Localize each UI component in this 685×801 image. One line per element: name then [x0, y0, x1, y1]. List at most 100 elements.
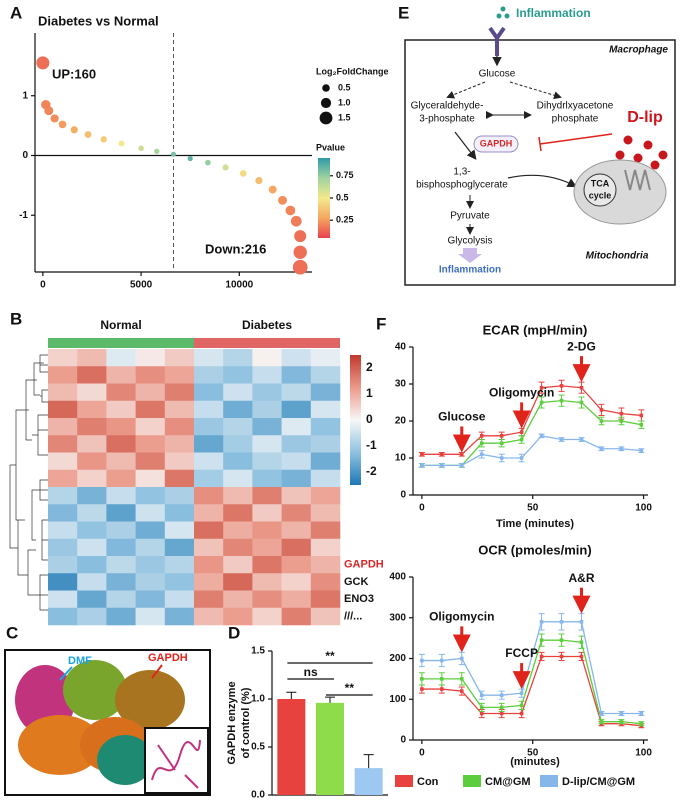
heat-cell	[252, 487, 282, 505]
heat-cell	[194, 590, 224, 609]
heat-cell	[194, 504, 224, 522]
annotation: A&R	[568, 571, 594, 585]
heat-cell	[281, 590, 312, 609]
point	[579, 400, 584, 405]
x-tick-label: 50	[527, 748, 539, 759]
heat-cell	[281, 469, 312, 488]
point	[499, 711, 504, 716]
colorbar	[350, 355, 361, 485]
point	[499, 693, 504, 697]
heat-cell	[281, 400, 312, 419]
point	[539, 385, 544, 390]
legend-label: 0.5	[338, 82, 351, 92]
heat-cell	[194, 383, 224, 402]
y-tick-label: 200	[389, 653, 406, 664]
point	[440, 463, 444, 468]
point	[459, 463, 464, 468]
point	[440, 658, 444, 663]
heat-cell	[281, 366, 312, 384]
heat-cell	[310, 418, 341, 436]
point	[100, 136, 107, 143]
heat-cell	[194, 418, 224, 436]
heat-cell	[48, 573, 78, 591]
heat-cell	[135, 366, 166, 384]
y-axis-label: GAPDH enzyme	[226, 681, 238, 764]
heat-cell	[194, 538, 224, 557]
y-tick-label: 0	[22, 150, 28, 161]
heat-cell	[164, 366, 195, 384]
heat-cell	[106, 504, 136, 522]
legend-swatch	[395, 775, 413, 787]
heat-cell	[77, 590, 107, 609]
diagram-text: TCA	[591, 178, 610, 188]
group-label: Normal	[100, 318, 141, 332]
heat-cell	[310, 538, 341, 557]
point	[539, 620, 544, 624]
diagram	[404, 6, 676, 286]
series-line	[421, 621, 642, 715]
y-tick-label: 30	[395, 379, 407, 390]
heat-cell	[135, 590, 166, 609]
diagram-text: Dihydrlxyacetone	[537, 101, 614, 112]
chart-title: ECAR (mpH/min)	[483, 322, 588, 337]
heat-cell	[135, 400, 166, 419]
heat-cell	[281, 573, 312, 591]
heat-cell	[48, 366, 78, 384]
heat-cell	[194, 556, 224, 574]
heat-cell	[135, 504, 166, 522]
heat-cell	[106, 366, 136, 384]
y-tick-label: 1.5	[251, 646, 265, 657]
heat-cell	[252, 452, 282, 471]
heat-cell	[223, 607, 253, 626]
y-tick-label: 400	[389, 572, 406, 583]
heat-cell	[77, 469, 107, 488]
point	[440, 687, 444, 691]
heat-cell	[194, 469, 224, 488]
heat-cell	[223, 590, 253, 609]
heat-cell	[164, 435, 195, 453]
annotation: FCCP	[505, 646, 538, 660]
size-key	[322, 84, 330, 92]
point	[222, 164, 229, 171]
point	[619, 446, 624, 451]
panel-label: C	[6, 623, 18, 642]
point	[170, 151, 177, 157]
point	[599, 446, 604, 451]
point	[619, 411, 624, 416]
heat-cell	[223, 487, 253, 505]
diagram-text: Mitochondria	[586, 251, 649, 262]
heat-cell	[223, 556, 253, 574]
sig-label: **	[325, 649, 335, 663]
heat-cell	[106, 538, 136, 557]
point	[420, 658, 424, 663]
bar	[316, 702, 344, 795]
point	[579, 654, 584, 659]
point	[539, 400, 544, 405]
heat-cell	[223, 469, 253, 488]
heat-cell	[223, 418, 253, 436]
point	[278, 195, 287, 205]
y-tick-label: 0.5	[251, 742, 265, 753]
heat-cell	[310, 349, 341, 367]
heat-cell	[164, 521, 195, 540]
legend-swatch	[463, 775, 481, 787]
heat-cell	[252, 366, 282, 384]
chart-title: Diabetes vs Normal	[38, 13, 159, 28]
point	[58, 120, 67, 129]
point	[639, 721, 644, 726]
y-tick-label: 20	[395, 416, 407, 427]
point	[519, 430, 524, 434]
y-tick-label: 300	[389, 612, 406, 623]
point	[294, 230, 307, 243]
heat-cell	[223, 435, 253, 453]
legend-title: Log₂FoldChange	[316, 66, 389, 76]
legend-title: Pvalue	[316, 142, 345, 152]
annotation: 2-DG	[567, 339, 596, 353]
point	[440, 677, 444, 681]
heat-cell	[48, 418, 78, 436]
diagram-text: 3-phosphate	[419, 114, 475, 125]
heat-cell	[223, 538, 253, 557]
heat-cell	[223, 383, 253, 402]
size-key	[319, 111, 333, 125]
point	[639, 711, 644, 716]
